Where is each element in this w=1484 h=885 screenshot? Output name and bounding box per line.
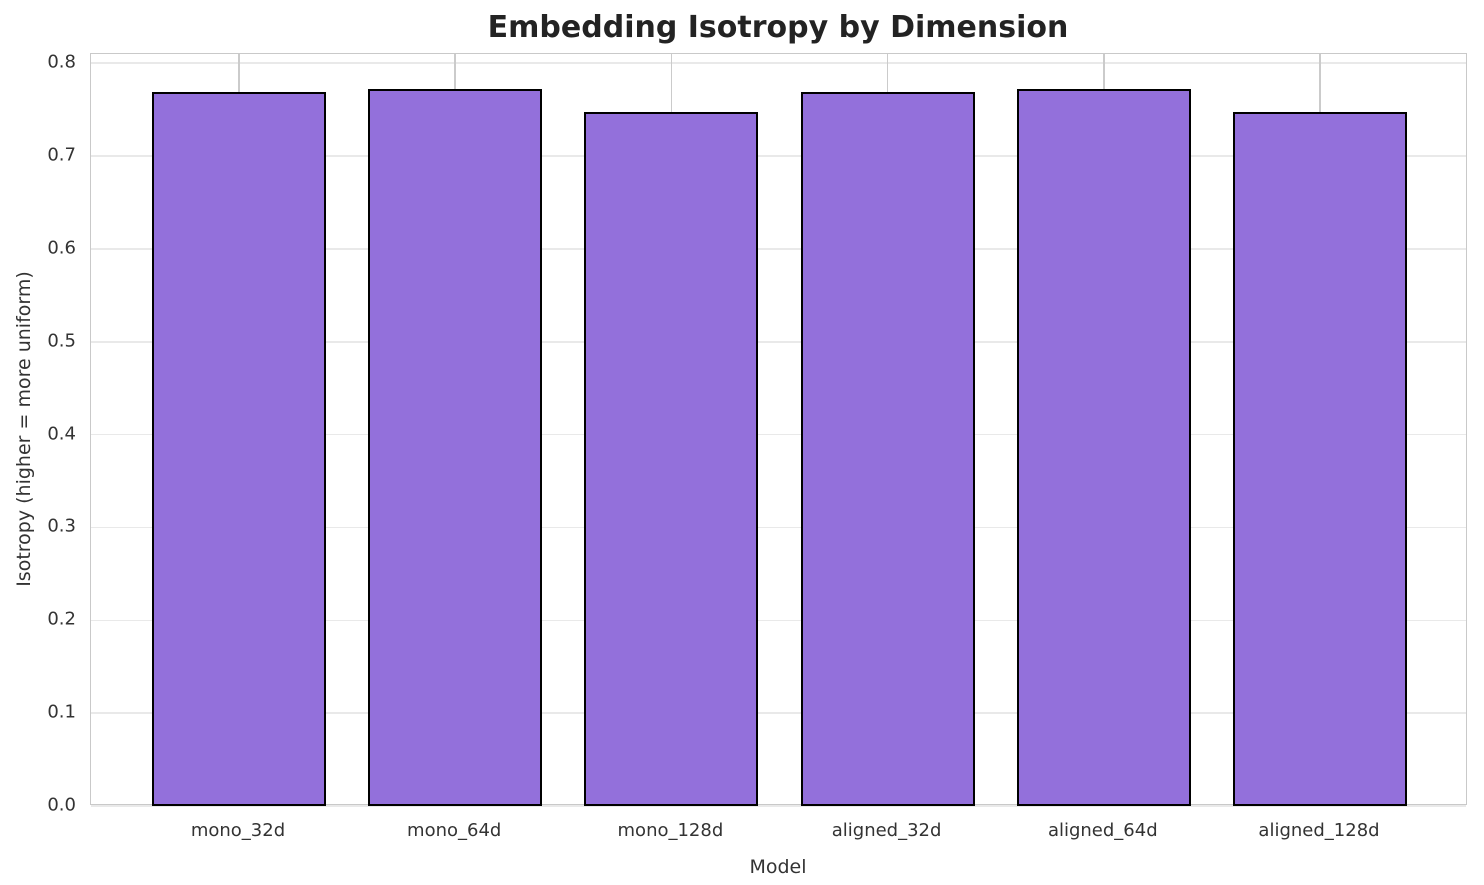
y-gridline: [91, 341, 1466, 343]
y-gridline: [91, 619, 1466, 622]
y-gridline: [91, 712, 1466, 714]
x-tick-label: mono_128d: [617, 820, 724, 841]
x-axis-label: Model: [749, 856, 807, 878]
y-tick-label: 0.3: [47, 515, 76, 537]
y-gridline: [91, 155, 1466, 157]
y-gridline: [91, 805, 1466, 807]
bar-mono_64d: [368, 89, 543, 806]
y-tick-label: 0.0: [47, 794, 76, 816]
y-tick-label: 0.5: [47, 330, 76, 352]
y-gridline: [91, 248, 1466, 250]
y-tick-label: 0.7: [47, 144, 76, 166]
y-tick-label: 0.1: [47, 701, 76, 723]
y-tick-label: 0.6: [47, 237, 76, 259]
x-tick-label: aligned_128d: [1258, 820, 1380, 841]
y-gridline: [91, 433, 1466, 436]
bar-aligned_32d: [800, 92, 975, 806]
x-tick-label: aligned_32d: [831, 820, 942, 841]
y-tick-label: 0.8: [47, 51, 76, 73]
bar-aligned_64d: [1016, 89, 1191, 806]
x-tick-label: mono_32d: [190, 820, 286, 841]
x-tick-label: mono_64d: [407, 820, 502, 841]
chart-title: Embedding Isotropy by Dimension: [487, 10, 1069, 45]
y-gridline: [91, 62, 1466, 65]
y-gridline: [91, 526, 1466, 529]
bar-aligned_128d: [1233, 112, 1407, 806]
bar-mono_128d: [584, 112, 759, 806]
y-tick-label: 0.4: [47, 423, 76, 445]
y-tick-label: 0.2: [47, 608, 76, 630]
plot-area: [90, 53, 1467, 807]
x-tick-label: aligned_64d: [1047, 820, 1158, 841]
bar-mono_32d: [152, 92, 326, 806]
